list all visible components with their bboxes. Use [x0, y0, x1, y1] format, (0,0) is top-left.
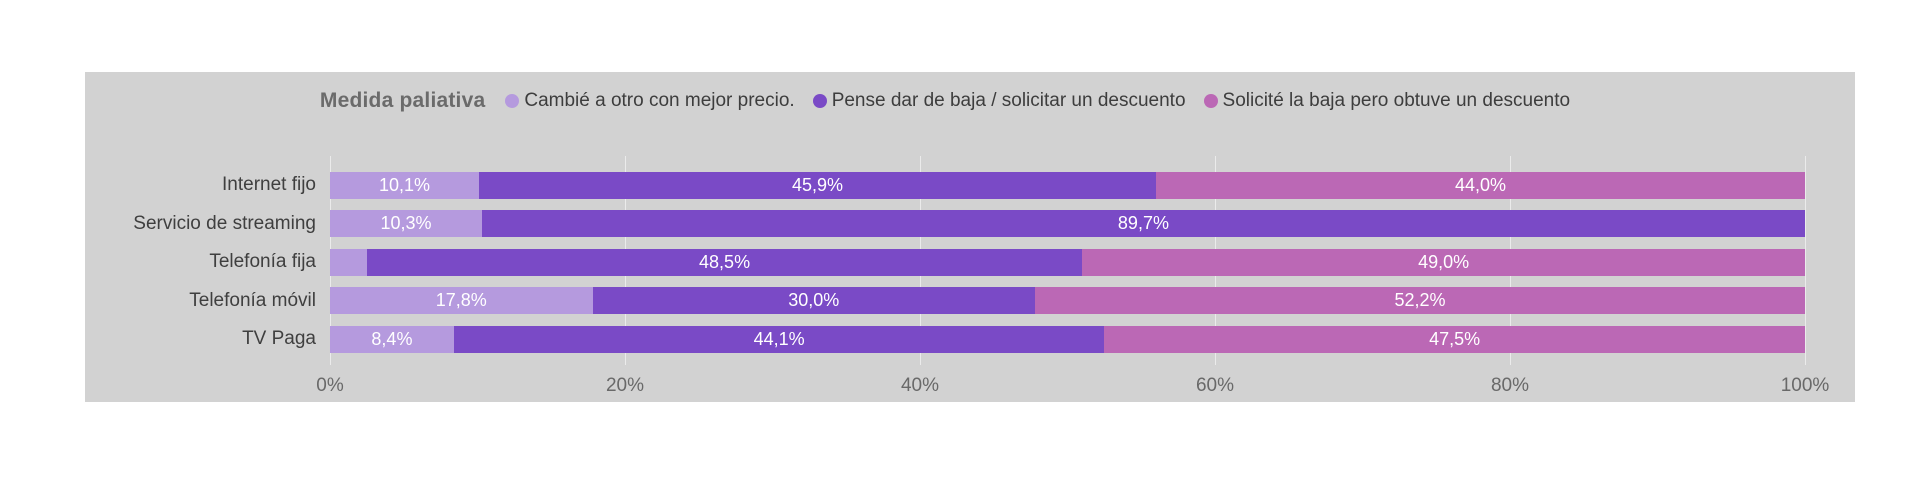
category-label: Internet fijo	[222, 174, 316, 196]
bar-row: Telefonía fija 48,5% 49,0%	[85, 243, 1805, 282]
x-axis-tick: 20%	[605, 374, 645, 396]
bar-segment[interactable]	[330, 248, 367, 276]
x-axis-tick: 100%	[1780, 374, 1830, 396]
legend-items: Cambié a otro con mejor precio. Pense dar…	[505, 90, 1570, 112]
legend-item-label: Solicité la baja pero obtuve un descuent…	[1222, 90, 1571, 111]
legend-item[interactable]: Cambié a otro con mejor precio.	[505, 90, 795, 112]
category-label: Telefonía móvil	[189, 289, 316, 311]
legend-dot-icon	[505, 94, 520, 108]
x-axis-tick: 60%	[1195, 374, 1235, 396]
bar-segment[interactable]: 30,0%	[592, 287, 1036, 315]
bar-track: 8,4% 44,1% 47,5%	[330, 325, 1805, 353]
chart-panel: Medida paliativa Cambié a otro con mejor…	[85, 72, 1855, 402]
bar-value-label: 10,1%	[378, 174, 430, 195]
x-axis-tick: 40%	[900, 374, 940, 396]
bar-segment[interactable]: 52,2%	[1035, 287, 1805, 315]
category-label: TV Paga	[242, 328, 316, 350]
bar-row: TV Paga 8,4% 44,1% 47,5%	[85, 320, 1805, 359]
bar-value-label: 48,5%	[699, 251, 751, 272]
bar-value-label: 47,5%	[1429, 328, 1481, 349]
bar-track: 17,8% 30,0% 52,2%	[330, 287, 1805, 315]
bar-value-label: 52,2%	[1394, 290, 1446, 311]
bar-segment[interactable]: 49,0%	[1082, 248, 1805, 276]
bar-track: 10,1% 45,9% 44,0%	[330, 171, 1805, 199]
bar-value-label: 17,8%	[435, 290, 487, 311]
bar-track: 48,5% 49,0%	[330, 248, 1805, 276]
x-axis-track: 0% 20% 40% 60% 80% 100%	[316, 374, 1829, 401]
legend-dot-icon	[812, 94, 827, 108]
bar-row: Servicio de streaming 10,3% 89,7%	[85, 205, 1805, 244]
bar-value-label: 44,0%	[1454, 174, 1506, 195]
legend-title: Medida paliativa	[319, 89, 486, 112]
legend-item[interactable]: Solicité la baja pero obtuve un descuent…	[1203, 90, 1571, 112]
x-axis-tick: 0%	[316, 374, 344, 396]
legend-dot-icon	[1203, 94, 1218, 108]
category-label: Servicio de streaming	[133, 212, 316, 234]
x-axis: 0% 20% 40% 60% 80% 100%	[85, 374, 1829, 401]
bar-value-label: 30,0%	[788, 290, 840, 311]
category-label: Telefonía fija	[209, 251, 316, 273]
bar-segment[interactable]: 10,1%	[330, 171, 479, 199]
bar-value-label: 10,3%	[380, 213, 432, 234]
x-axis-tick: 80%	[1490, 374, 1530, 396]
bar-track: 10,3% 89,7%	[330, 210, 1805, 238]
bar-value-label: 49,0%	[1418, 251, 1470, 272]
bar-row: Internet fijo 10,1% 45,9% 44,0%	[85, 166, 1805, 205]
bar-segment[interactable]: 44,1%	[453, 325, 1105, 353]
bar-segment[interactable]: 89,7%	[481, 210, 1805, 238]
bar-segment[interactable]: 45,9%	[478, 171, 1156, 199]
bar-value-label: 44,1%	[753, 328, 805, 349]
gridline	[1805, 156, 1806, 365]
legend: Medida paliativa Cambié a otro con mejor…	[85, 84, 1805, 118]
bar-value-label: 8,4%	[371, 328, 413, 349]
bar-segment[interactable]: 17,8%	[330, 287, 593, 315]
bar-rows: Internet fijo 10,1% 45,9% 44,0% Servicio de …	[85, 166, 1805, 359]
plot-area: Internet fijo 10,1% 45,9% 44,0% Servicio de …	[85, 156, 1806, 365]
bar-segment[interactable]: 8,4%	[330, 325, 454, 353]
bar-value-label: 89,7%	[1117, 213, 1169, 234]
bar-segment[interactable]: 10,3%	[330, 210, 482, 238]
bar-row: Telefonía móvil 17,8% 30,0% 52,2%	[85, 282, 1805, 321]
legend-item-label: Pense dar de baja / solicitar un descuen…	[831, 90, 1186, 111]
bar-segment[interactable]: 48,5%	[366, 248, 1083, 276]
bar-value-label: 45,9%	[791, 174, 843, 195]
legend-item-label: Cambié a otro con mejor precio.	[524, 90, 795, 111]
bar-segment[interactable]: 44,0%	[1155, 171, 1805, 199]
legend-item[interactable]: Pense dar de baja / solicitar un descuen…	[812, 90, 1186, 112]
bar-segment[interactable]: 47,5%	[1104, 325, 1805, 353]
